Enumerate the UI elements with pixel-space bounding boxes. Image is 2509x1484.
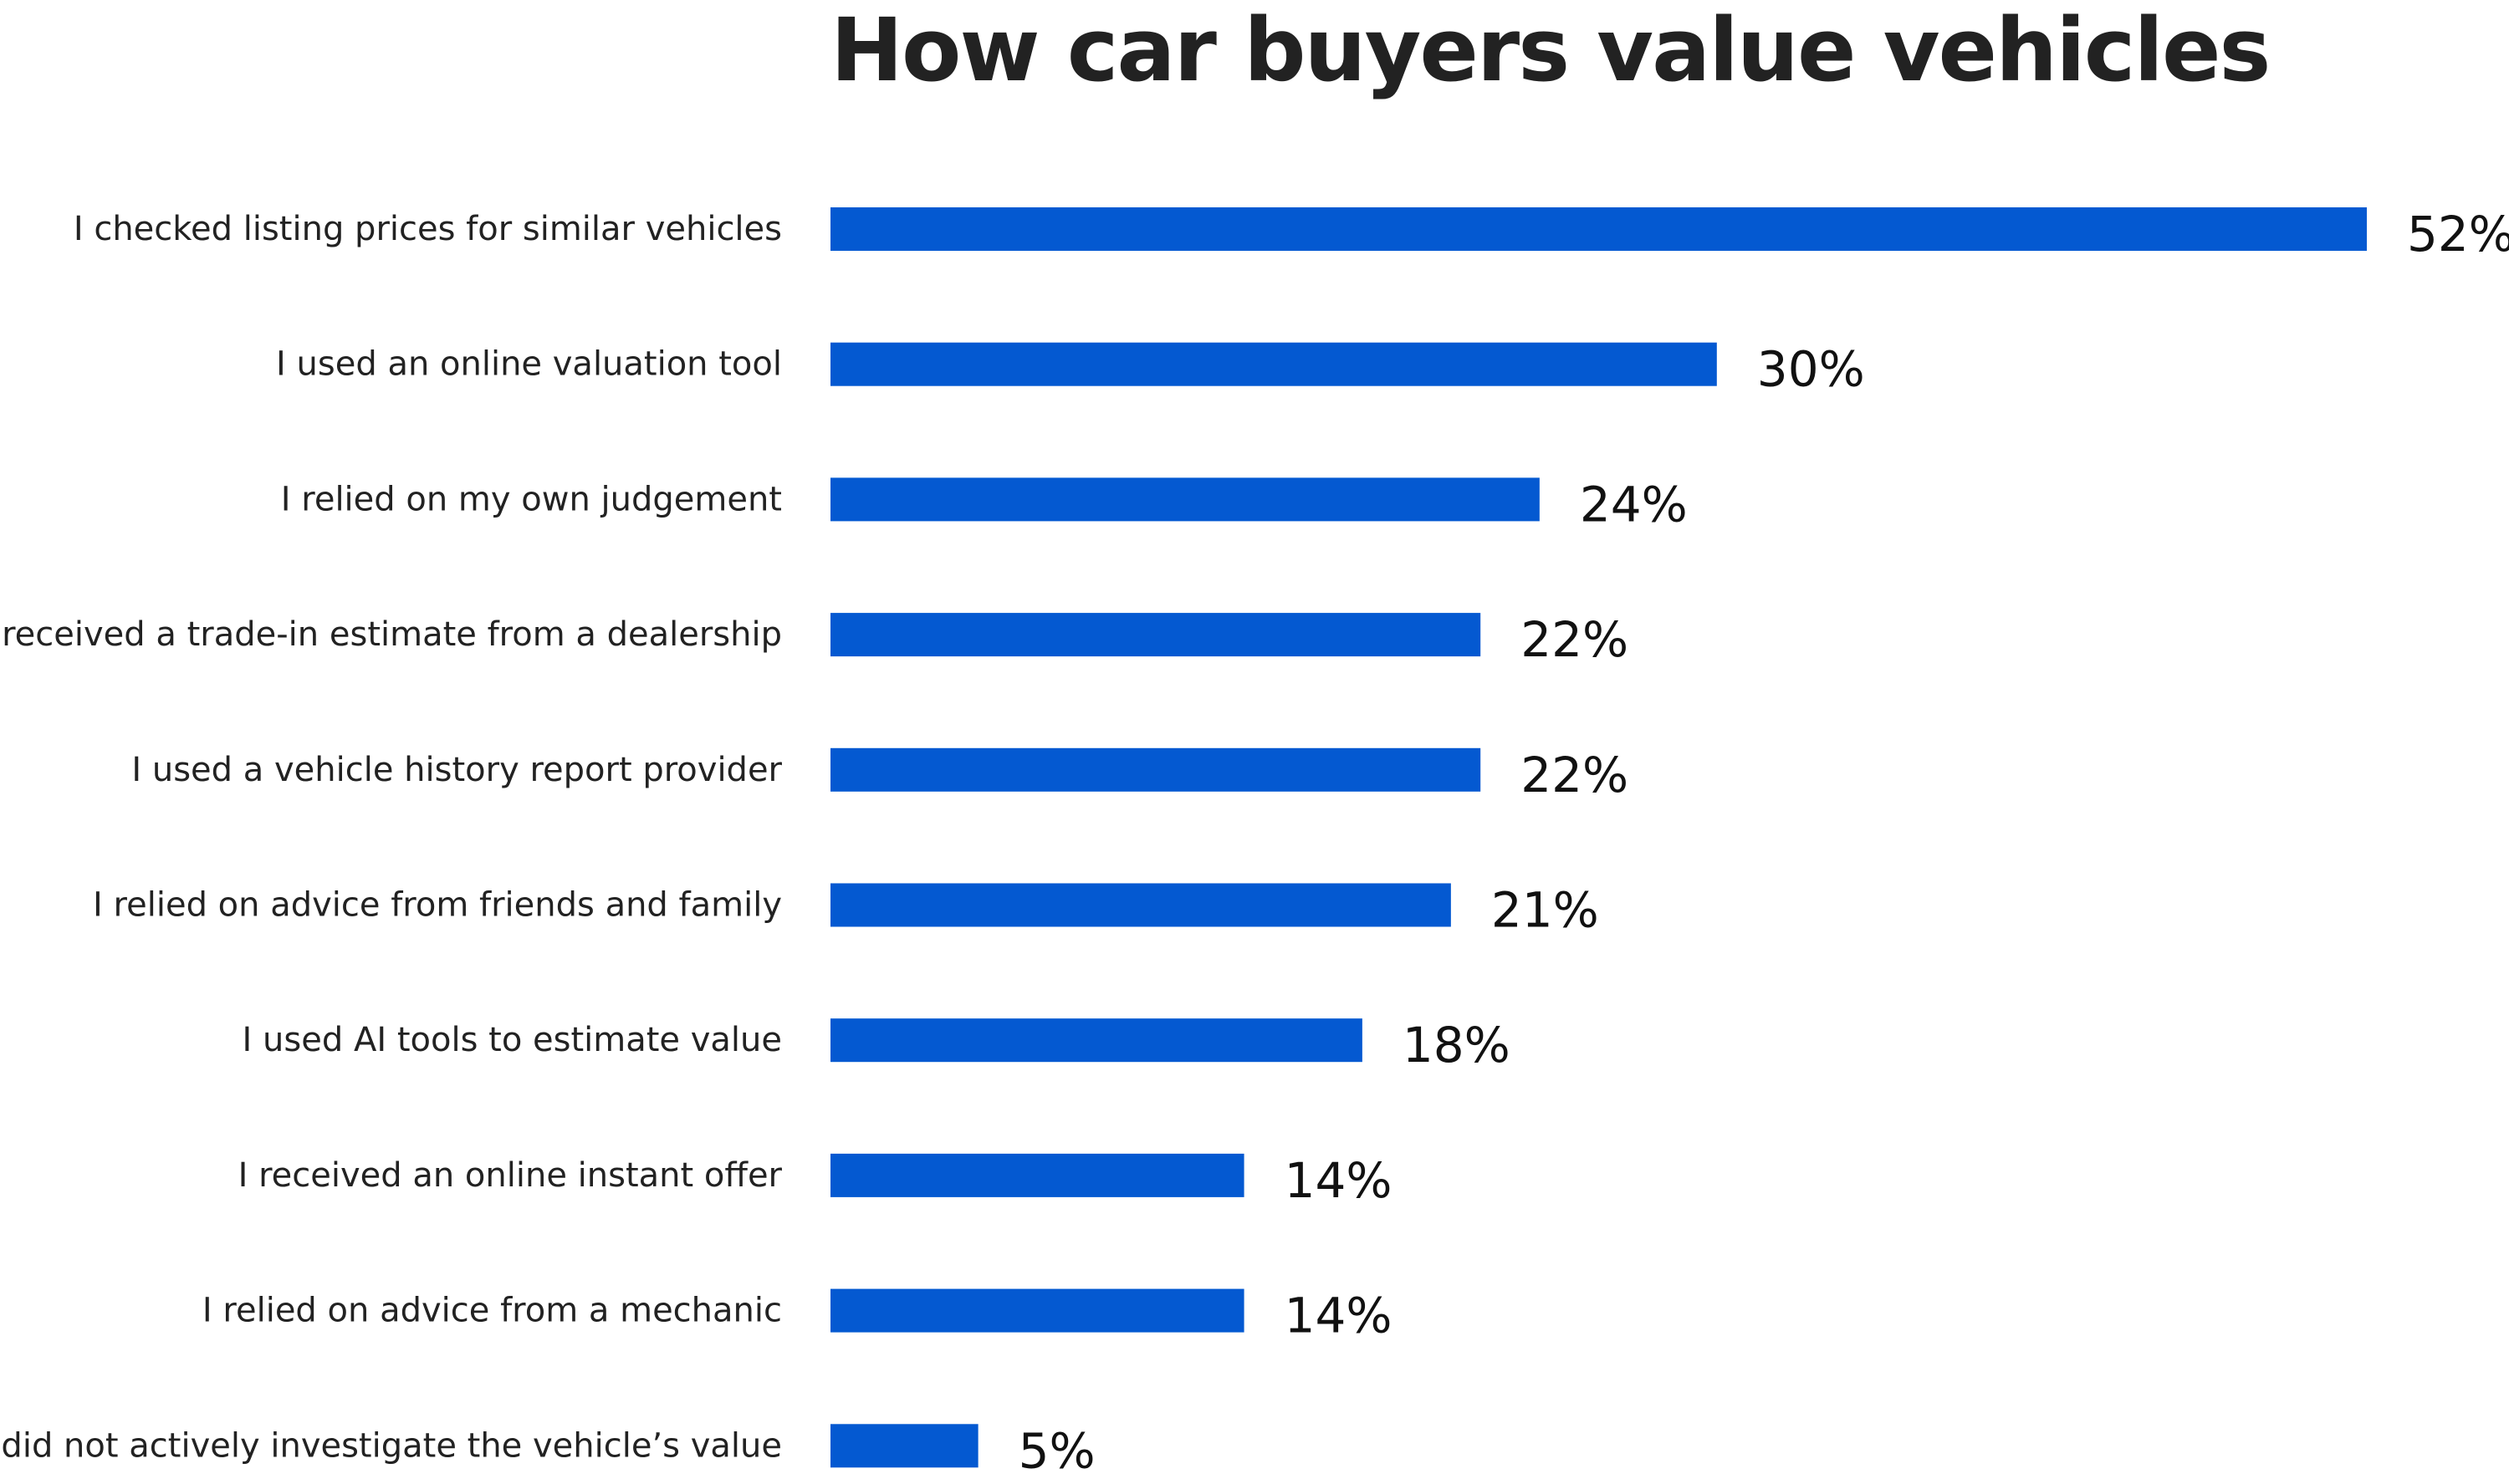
bar-1 <box>830 207 2367 251</box>
category-label-8: I received an online instant offer <box>238 1156 783 1195</box>
bar-7 <box>830 1018 1362 1063</box>
value-label-4: 22% <box>1520 611 1628 668</box>
category-label-10: I did not actively investigate the vehic… <box>0 1426 782 1465</box>
category-label-6: I relied on advice from friends and fami… <box>93 886 782 925</box>
value-label-7: 18% <box>1403 1017 1510 1073</box>
value-label-2: 30% <box>1757 341 1865 398</box>
category-label-9: I relied on advice from a mechanic <box>202 1292 782 1330</box>
bars-group <box>830 207 2367 1468</box>
category-label-5: I used a vehicle history report provider <box>131 751 782 789</box>
category-label-3: I relied on my own judgement <box>281 480 782 518</box>
category-label-7: I used AI tools to estimate value <box>243 1021 782 1059</box>
value-label-9: 14% <box>1285 1288 1392 1344</box>
bar-9 <box>830 1288 1244 1333</box>
bar-4 <box>830 613 1481 657</box>
value-labels-group: 52% 30% 24% 22% 22% 21% 18% 14% 14% 5% <box>1019 206 2509 1479</box>
value-label-1: 52% <box>2407 206 2509 263</box>
bar-8 <box>830 1153 1244 1197</box>
category-label-1: I checked listing prices for similar veh… <box>74 210 782 248</box>
chart-title: How car buyers value vehicles <box>830 0 2271 101</box>
bar-2 <box>830 342 1717 386</box>
category-label-2: I used an online valuation tool <box>276 345 782 384</box>
value-label-8: 14% <box>1285 1152 1392 1209</box>
value-label-6: 21% <box>1491 882 1599 939</box>
bar-6 <box>830 883 1451 927</box>
value-label-3: 24% <box>1580 476 1688 533</box>
value-label-10: 5% <box>1019 1422 1096 1479</box>
category-label-4: I received a trade-in estimate from a de… <box>0 615 782 654</box>
bar-10 <box>830 1424 979 1468</box>
category-labels-group: I checked listing prices for similar veh… <box>0 210 783 1465</box>
bar-5 <box>830 747 1481 792</box>
bar-3 <box>830 477 1540 522</box>
value-label-5: 22% <box>1520 747 1628 803</box>
